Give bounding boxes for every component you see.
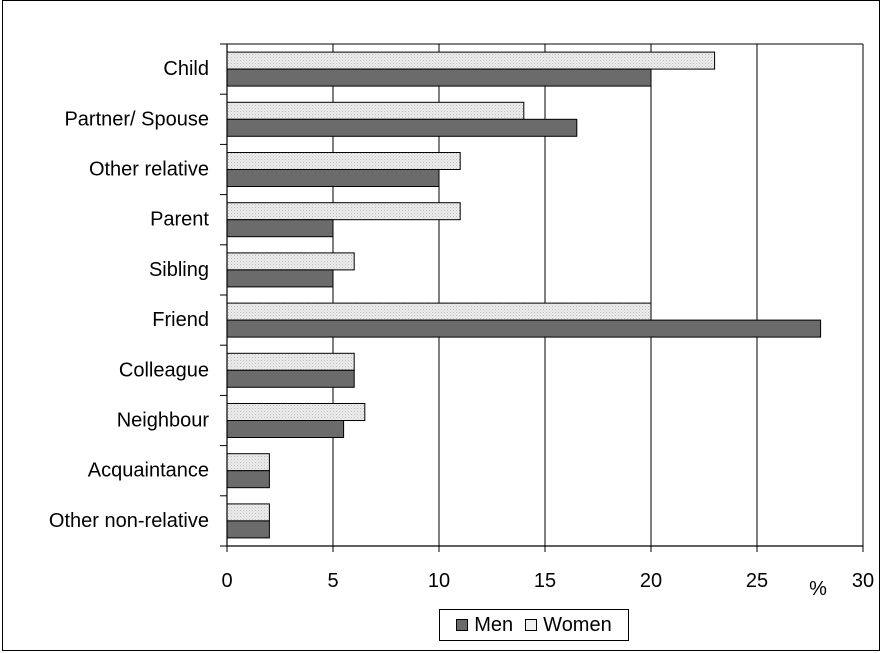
x-tick-label: 0	[221, 570, 232, 592]
category-label: Child	[163, 58, 209, 80]
x-tick-label: 5	[327, 570, 338, 592]
category-label: Acquaintance	[88, 460, 209, 482]
bar-women	[226, 352, 355, 371]
bar-women	[226, 302, 652, 321]
x-tick-label: 10	[428, 570, 450, 592]
bar-women	[226, 252, 355, 271]
bar-women	[226, 51, 716, 70]
bar-men	[226, 319, 822, 338]
category-label: Friend	[152, 309, 209, 331]
x-tick-label: 25	[746, 570, 768, 592]
bar-women	[226, 101, 525, 120]
category-label: Parent	[150, 209, 209, 231]
x-tick-label: 20	[640, 570, 662, 592]
category-label: Other non-relative	[49, 510, 209, 532]
bar-men	[226, 118, 578, 137]
legend-swatch-men	[456, 619, 469, 631]
legend-item-men: Men	[456, 614, 513, 637]
bar-women	[226, 503, 270, 522]
legend-label-women: Women	[543, 613, 612, 636]
bar-women	[226, 403, 366, 421]
category-label: Neighbour	[117, 410, 210, 432]
bar-men	[226, 520, 270, 539]
bar-women	[226, 202, 461, 221]
x-axis-label: %	[809, 578, 827, 600]
legend-label-men: Men	[474, 613, 514, 636]
labels: 0 5 10 15 20 25 30 Child Partner/ Spouse Other re…	[49, 58, 874, 600]
category-label: Sibling	[149, 259, 209, 281]
bar-men	[226, 68, 652, 87]
axes	[220, 43, 864, 552]
legend: Men Women	[439, 609, 629, 641]
bar-men	[226, 369, 355, 388]
bar-men	[226, 420, 345, 438]
x-tick-label: 30	[852, 570, 874, 592]
category-label: Partner/ Spouse	[64, 108, 209, 130]
legend-swatch-women	[525, 619, 538, 631]
bar-men	[226, 169, 440, 187]
bars	[226, 51, 822, 539]
category-label: Colleague	[119, 359, 209, 381]
bar-men	[226, 470, 270, 489]
category-label: Other relative	[89, 159, 209, 181]
bar-men	[226, 219, 334, 238]
bar-men	[226, 269, 334, 288]
bar-women	[226, 453, 270, 472]
bar-women	[226, 152, 461, 170]
legend-item-women: Women	[525, 614, 612, 637]
x-tick-label: 15	[534, 570, 556, 592]
